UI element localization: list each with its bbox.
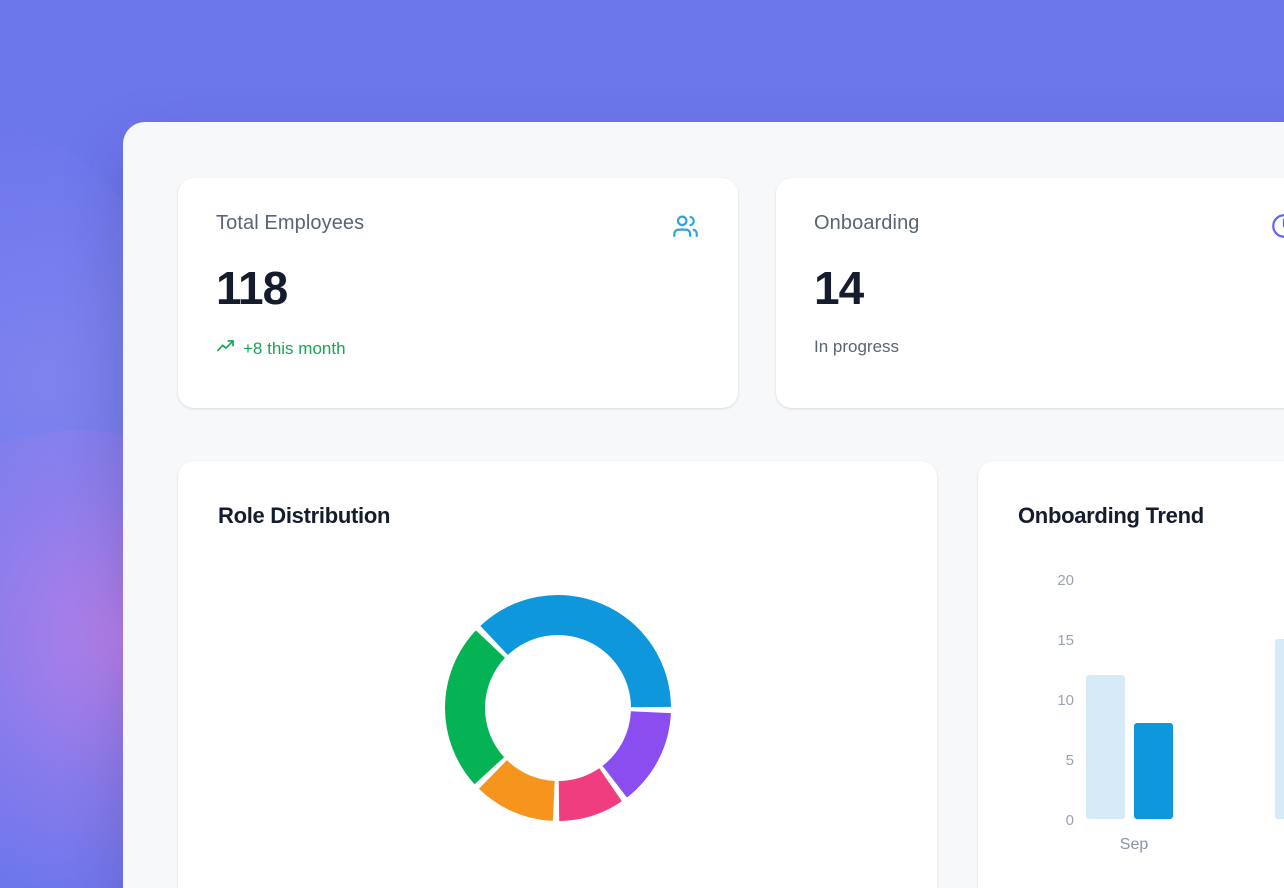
dashboard-panel: Total Employees 118 <box>123 122 1284 888</box>
stat-card-header: Total Employees <box>216 212 700 245</box>
bar-chart-container: 05101520SepOct <box>978 551 1284 888</box>
stat-card-sub-label: +8 this month <box>243 339 346 358</box>
stat-card-subtext: In progress <box>814 337 1284 357</box>
chart-card-onboarding-trend[interactable]: Onboarding Trend 05101520SepOct <box>978 461 1284 888</box>
stat-card-total-employees[interactable]: Total Employees 118 <box>178 178 738 408</box>
donut-slice[interactable] <box>602 711 671 798</box>
donut-slice[interactable] <box>478 760 555 821</box>
y-axis-tick-label: 20 <box>1057 572 1074 589</box>
y-axis-tick-label: 15 <box>1057 632 1074 649</box>
donut-slice[interactable] <box>444 630 505 785</box>
chart-card-role-distribution[interactable]: Role Distribution <box>178 461 937 888</box>
bar-chart[interactable]: 05101520SepOct <box>978 551 1284 888</box>
donut-slice[interactable] <box>479 595 671 708</box>
bar[interactable] <box>1275 639 1284 819</box>
stat-card-label: Onboarding <box>814 212 920 234</box>
stat-card-header: Onboarding <box>814 212 1284 245</box>
trending-up-icon <box>216 337 235 361</box>
donut-chart[interactable] <box>438 588 678 828</box>
donut-chart-container <box>178 543 937 873</box>
stat-card-label: Total Employees <box>216 212 365 234</box>
stat-card-onboarding[interactable]: Onboarding 14 In progress <box>776 178 1284 408</box>
stat-card-sub-label: In progress <box>814 337 900 356</box>
chart-title-role-distribution: Role Distribution <box>218 503 391 528</box>
x-axis-tick-label: Sep <box>1120 836 1149 853</box>
stat-card-subtext: +8 this month <box>216 337 700 361</box>
bar[interactable] <box>1086 675 1125 819</box>
y-axis-tick-label: 0 <box>1066 812 1074 829</box>
donut-slice[interactable] <box>558 768 622 821</box>
stat-card-value: 14 <box>814 262 864 314</box>
clock-icon <box>1270 212 1284 245</box>
y-axis-tick-label: 5 <box>1066 752 1074 769</box>
users-icon <box>672 212 700 245</box>
bar[interactable] <box>1134 723 1173 819</box>
stat-card-value: 118 <box>216 262 288 314</box>
chart-title-onboarding-trend: Onboarding Trend <box>1018 503 1204 528</box>
y-axis-tick-label: 10 <box>1057 692 1074 709</box>
